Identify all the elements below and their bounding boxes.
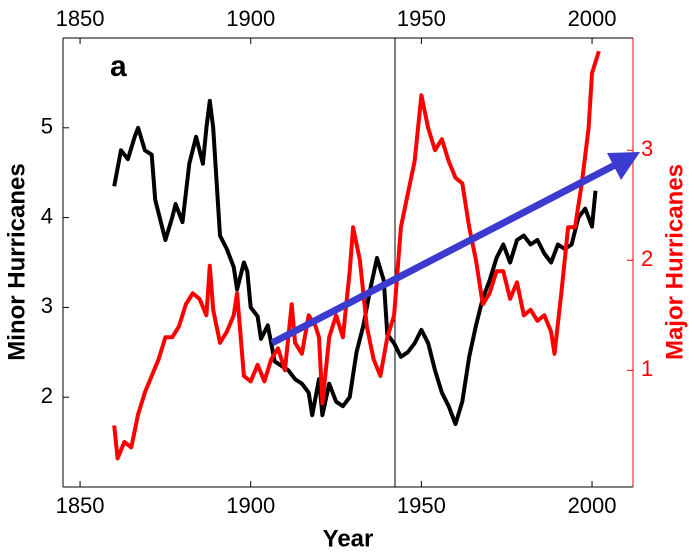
y-tick-label: 5 (41, 114, 53, 139)
x-tick-label: 2000 (568, 6, 617, 31)
y2-tick-label: 1 (641, 356, 653, 381)
y-tick-label: 3 (41, 293, 53, 318)
x-tick-label: 1900 (226, 493, 275, 518)
x-tick-label: 1950 (397, 6, 446, 31)
x-axis-label: Year (323, 525, 374, 552)
y-tick-label: 2 (41, 383, 53, 408)
x-tick-label: 1950 (397, 493, 446, 518)
data-line (112, 50, 601, 461)
y2-tick-label: 2 (641, 246, 653, 271)
y-tick-label: 4 (41, 203, 53, 228)
data-line (112, 98, 598, 427)
y2-axis-label: Major Hurricanes (661, 164, 688, 360)
y2-tick-label: 3 (641, 136, 653, 161)
trend-arrow (270, 161, 617, 347)
trend-arrowhead (607, 152, 640, 180)
x-tick-label: 1850 (56, 6, 105, 31)
x-tick-label: 1850 (56, 493, 105, 518)
y-axis-label: Minor Hurricanes (3, 163, 30, 360)
panel-label: a (110, 50, 127, 83)
x-tick-label: 1900 (226, 6, 275, 31)
x-tick-label: 2000 (568, 493, 617, 518)
